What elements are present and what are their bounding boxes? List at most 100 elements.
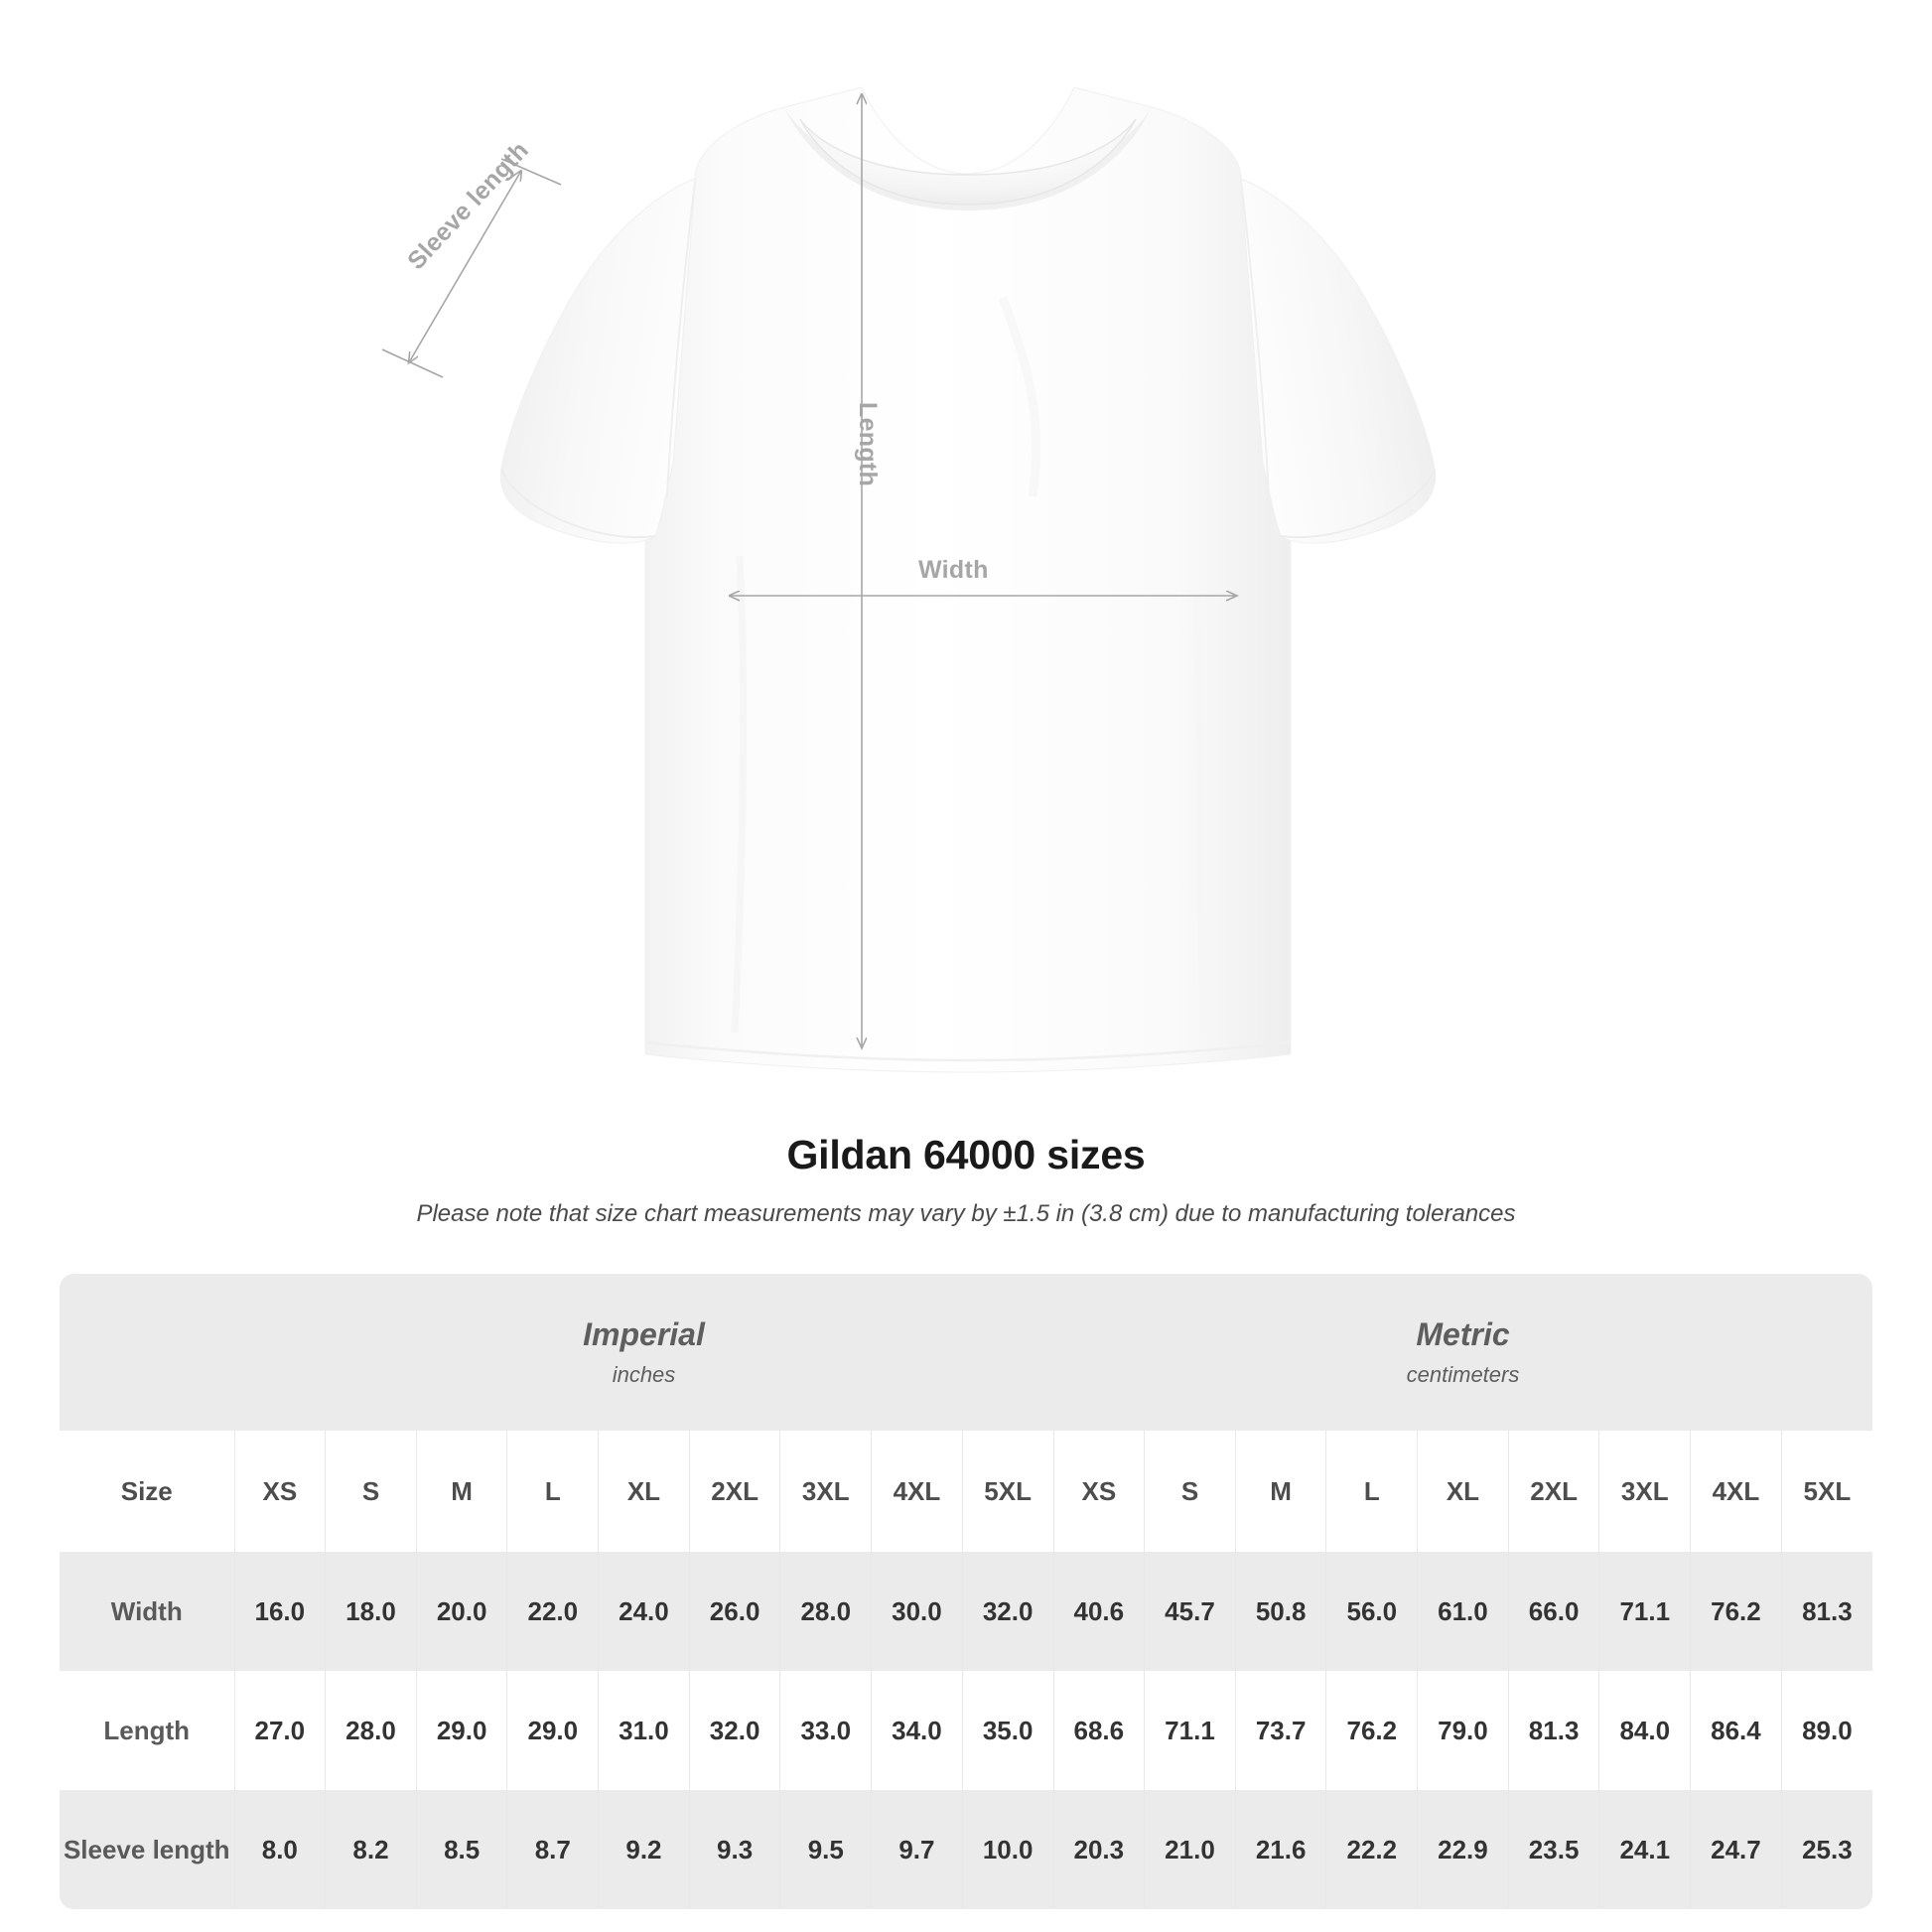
column-header-xs-metric: XS [1052,1431,1145,1552]
chart-header: Gildan 64000 sizes Please note that size… [0,1132,1932,1228]
fabric-fold-3 [998,296,1041,497]
cell-length-5xl-metric: 89.0 [1780,1671,1872,1790]
cell-length-m-imperial: 29.0 [415,1671,507,1790]
length-label: Length [854,402,882,487]
cell-width-l-imperial: 22.0 [506,1552,599,1671]
size-chart-table: Imperial inches Metric centimeters Size XS S M L… [60,1274,1872,1909]
table-row: Sleeve length 8.0 8.2 8.5 8.7 9.2 9.3 9.5 9.7 10.… [60,1790,1872,1909]
unit-group-name: Metric [1416,1316,1510,1353]
tolerance-note: Please note that size chart measurements… [416,1200,1516,1227]
cell-width-4xl-metric: 76.2 [1690,1552,1782,1671]
cell-length-xl-imperial: 31.0 [598,1671,690,1790]
column-header-m-metric: M [1234,1431,1326,1552]
cell-width-xl-metric: 61.0 [1417,1552,1509,1671]
unit-group-imperial: Imperial inches [234,1274,1053,1431]
cell-width-2xl-metric: 66.0 [1507,1552,1599,1671]
column-header-5xl-imperial: 5XL [961,1431,1053,1552]
cell-length-l-metric: 76.2 [1325,1671,1418,1790]
tshirt-sleeve-left [499,178,696,544]
column-header-s-metric: S [1144,1431,1236,1552]
cell-width-m-imperial: 20.0 [415,1552,507,1671]
unit-group-metric: Metric centimeters [1053,1274,1872,1431]
fabric-fold-2 [1192,595,1207,1034]
unit-group-name: Imperial [583,1316,705,1353]
cell-sleeve-length-s-metric: 21.0 [1144,1790,1236,1909]
tshirt-illustration: Sleeve length Length Width [381,86,1437,1073]
cell-width-2xl-imperial: 26.0 [688,1552,780,1671]
column-header-3xl-metric: 3XL [1598,1431,1691,1552]
unit-group-subtitle: centimeters [1406,1361,1520,1387]
cell-sleeve-length-3xl-metric: 24.1 [1598,1790,1691,1909]
page-title: Gildan 64000 sizes [786,1132,1146,1177]
column-header-2xl-imperial: 2XL [688,1431,780,1552]
cell-length-3xl-metric: 84.0 [1598,1671,1691,1790]
tshirt-body [644,86,1292,1073]
cell-sleeve-length-xs-metric: 20.3 [1052,1790,1145,1909]
measurement-lines [381,94,1236,1047]
cell-length-4xl-metric: 86.4 [1690,1671,1782,1790]
cell-width-3xl-imperial: 28.0 [779,1552,872,1671]
bottom-hem [644,1040,1292,1062]
column-header-l-metric: L [1325,1431,1418,1552]
cell-sleeve-length-3xl-imperial: 9.5 [779,1790,872,1909]
cell-width-5xl-metric: 81.3 [1780,1552,1872,1671]
cell-width-xl-imperial: 24.0 [598,1552,690,1671]
cell-sleeve-length-4xl-metric: 24.7 [1690,1790,1782,1909]
width-label: Width [918,556,989,584]
column-header-5xl-metric: 5XL [1780,1431,1872,1552]
cell-sleeve-length-m-imperial: 8.5 [415,1790,507,1909]
cell-length-m-metric: 73.7 [1234,1671,1326,1790]
fabric-fold-1 [731,555,748,1034]
column-header-xl-metric: XL [1417,1431,1509,1552]
cell-length-2xl-imperial: 32.0 [688,1671,780,1790]
row-header-width: Width [60,1552,234,1671]
cell-sleeve-length-5xl-metric: 25.3 [1780,1790,1872,1909]
cell-length-xl-metric: 79.0 [1417,1671,1509,1790]
column-header-3xl-imperial: 3XL [779,1431,872,1552]
cell-length-5xl-imperial: 35.0 [961,1671,1053,1790]
armhole-seam-left [666,180,696,497]
column-header-l-imperial: L [506,1431,599,1552]
table-row: Width 16.0 18.0 20.0 22.0 24.0 26.0 28.0 30.0 32.… [60,1552,1872,1671]
cell-sleeve-length-s-imperial: 8.2 [325,1790,417,1909]
sleeve-tick-bottom [381,348,444,378]
column-header-xs-imperial: XS [233,1431,326,1552]
column-header-4xl-metric: 4XL [1690,1431,1782,1552]
tshirt-diagram-svg [381,86,1437,1073]
cell-length-s-metric: 71.1 [1144,1671,1236,1790]
table-row: Length 27.0 28.0 29.0 29.0 31.0 32.0 33.0 34.0 35… [60,1671,1872,1790]
cell-sleeve-length-xl-metric: 22.9 [1417,1790,1509,1909]
cell-sleeve-length-m-metric: 21.6 [1234,1790,1326,1909]
cell-width-s-metric: 45.7 [1144,1552,1236,1671]
sleeve-hem-left [500,468,656,539]
cell-sleeve-length-l-metric: 22.2 [1325,1790,1418,1909]
tshirt-sleeve-right [1240,178,1437,544]
cell-width-3xl-metric: 71.1 [1598,1552,1691,1671]
sleeve-arrow [409,171,521,362]
cell-length-xs-imperial: 27.0 [233,1671,326,1790]
column-header-s-imperial: S [325,1431,417,1552]
cell-sleeve-length-xl-imperial: 9.2 [598,1790,690,1909]
cell-length-l-imperial: 29.0 [506,1671,599,1790]
unit-group-subtitle: inches [612,1361,676,1387]
cell-sleeve-length-l-imperial: 8.7 [506,1790,599,1909]
cell-length-2xl-metric: 81.3 [1507,1671,1599,1790]
cell-width-4xl-imperial: 30.0 [871,1552,963,1671]
row-header-length: Length [60,1671,234,1790]
sleeve-tick-top [500,158,562,186]
column-header-size: Size [60,1431,234,1552]
cell-sleeve-length-2xl-imperial: 9.3 [688,1790,780,1909]
cell-sleeve-length-2xl-metric: 23.5 [1507,1790,1599,1909]
cell-width-xs-imperial: 16.0 [233,1552,326,1671]
cell-length-3xl-imperial: 33.0 [779,1671,872,1790]
cell-width-5xl-imperial: 32.0 [961,1552,1053,1671]
column-header-2xl-metric: 2XL [1507,1431,1599,1552]
size-chart-table-container: Imperial inches Metric centimeters Size XS S M L… [60,1274,1872,1909]
cell-sleeve-length-5xl-imperial: 10.0 [961,1790,1053,1909]
cell-width-l-metric: 56.0 [1325,1552,1418,1671]
cell-width-xs-metric: 40.6 [1052,1552,1145,1671]
column-header-m-imperial: M [415,1431,507,1552]
sleeve-hem-right [1280,468,1436,539]
cell-length-xs-metric: 68.6 [1052,1671,1145,1790]
column-header-4xl-imperial: 4XL [871,1431,963,1552]
